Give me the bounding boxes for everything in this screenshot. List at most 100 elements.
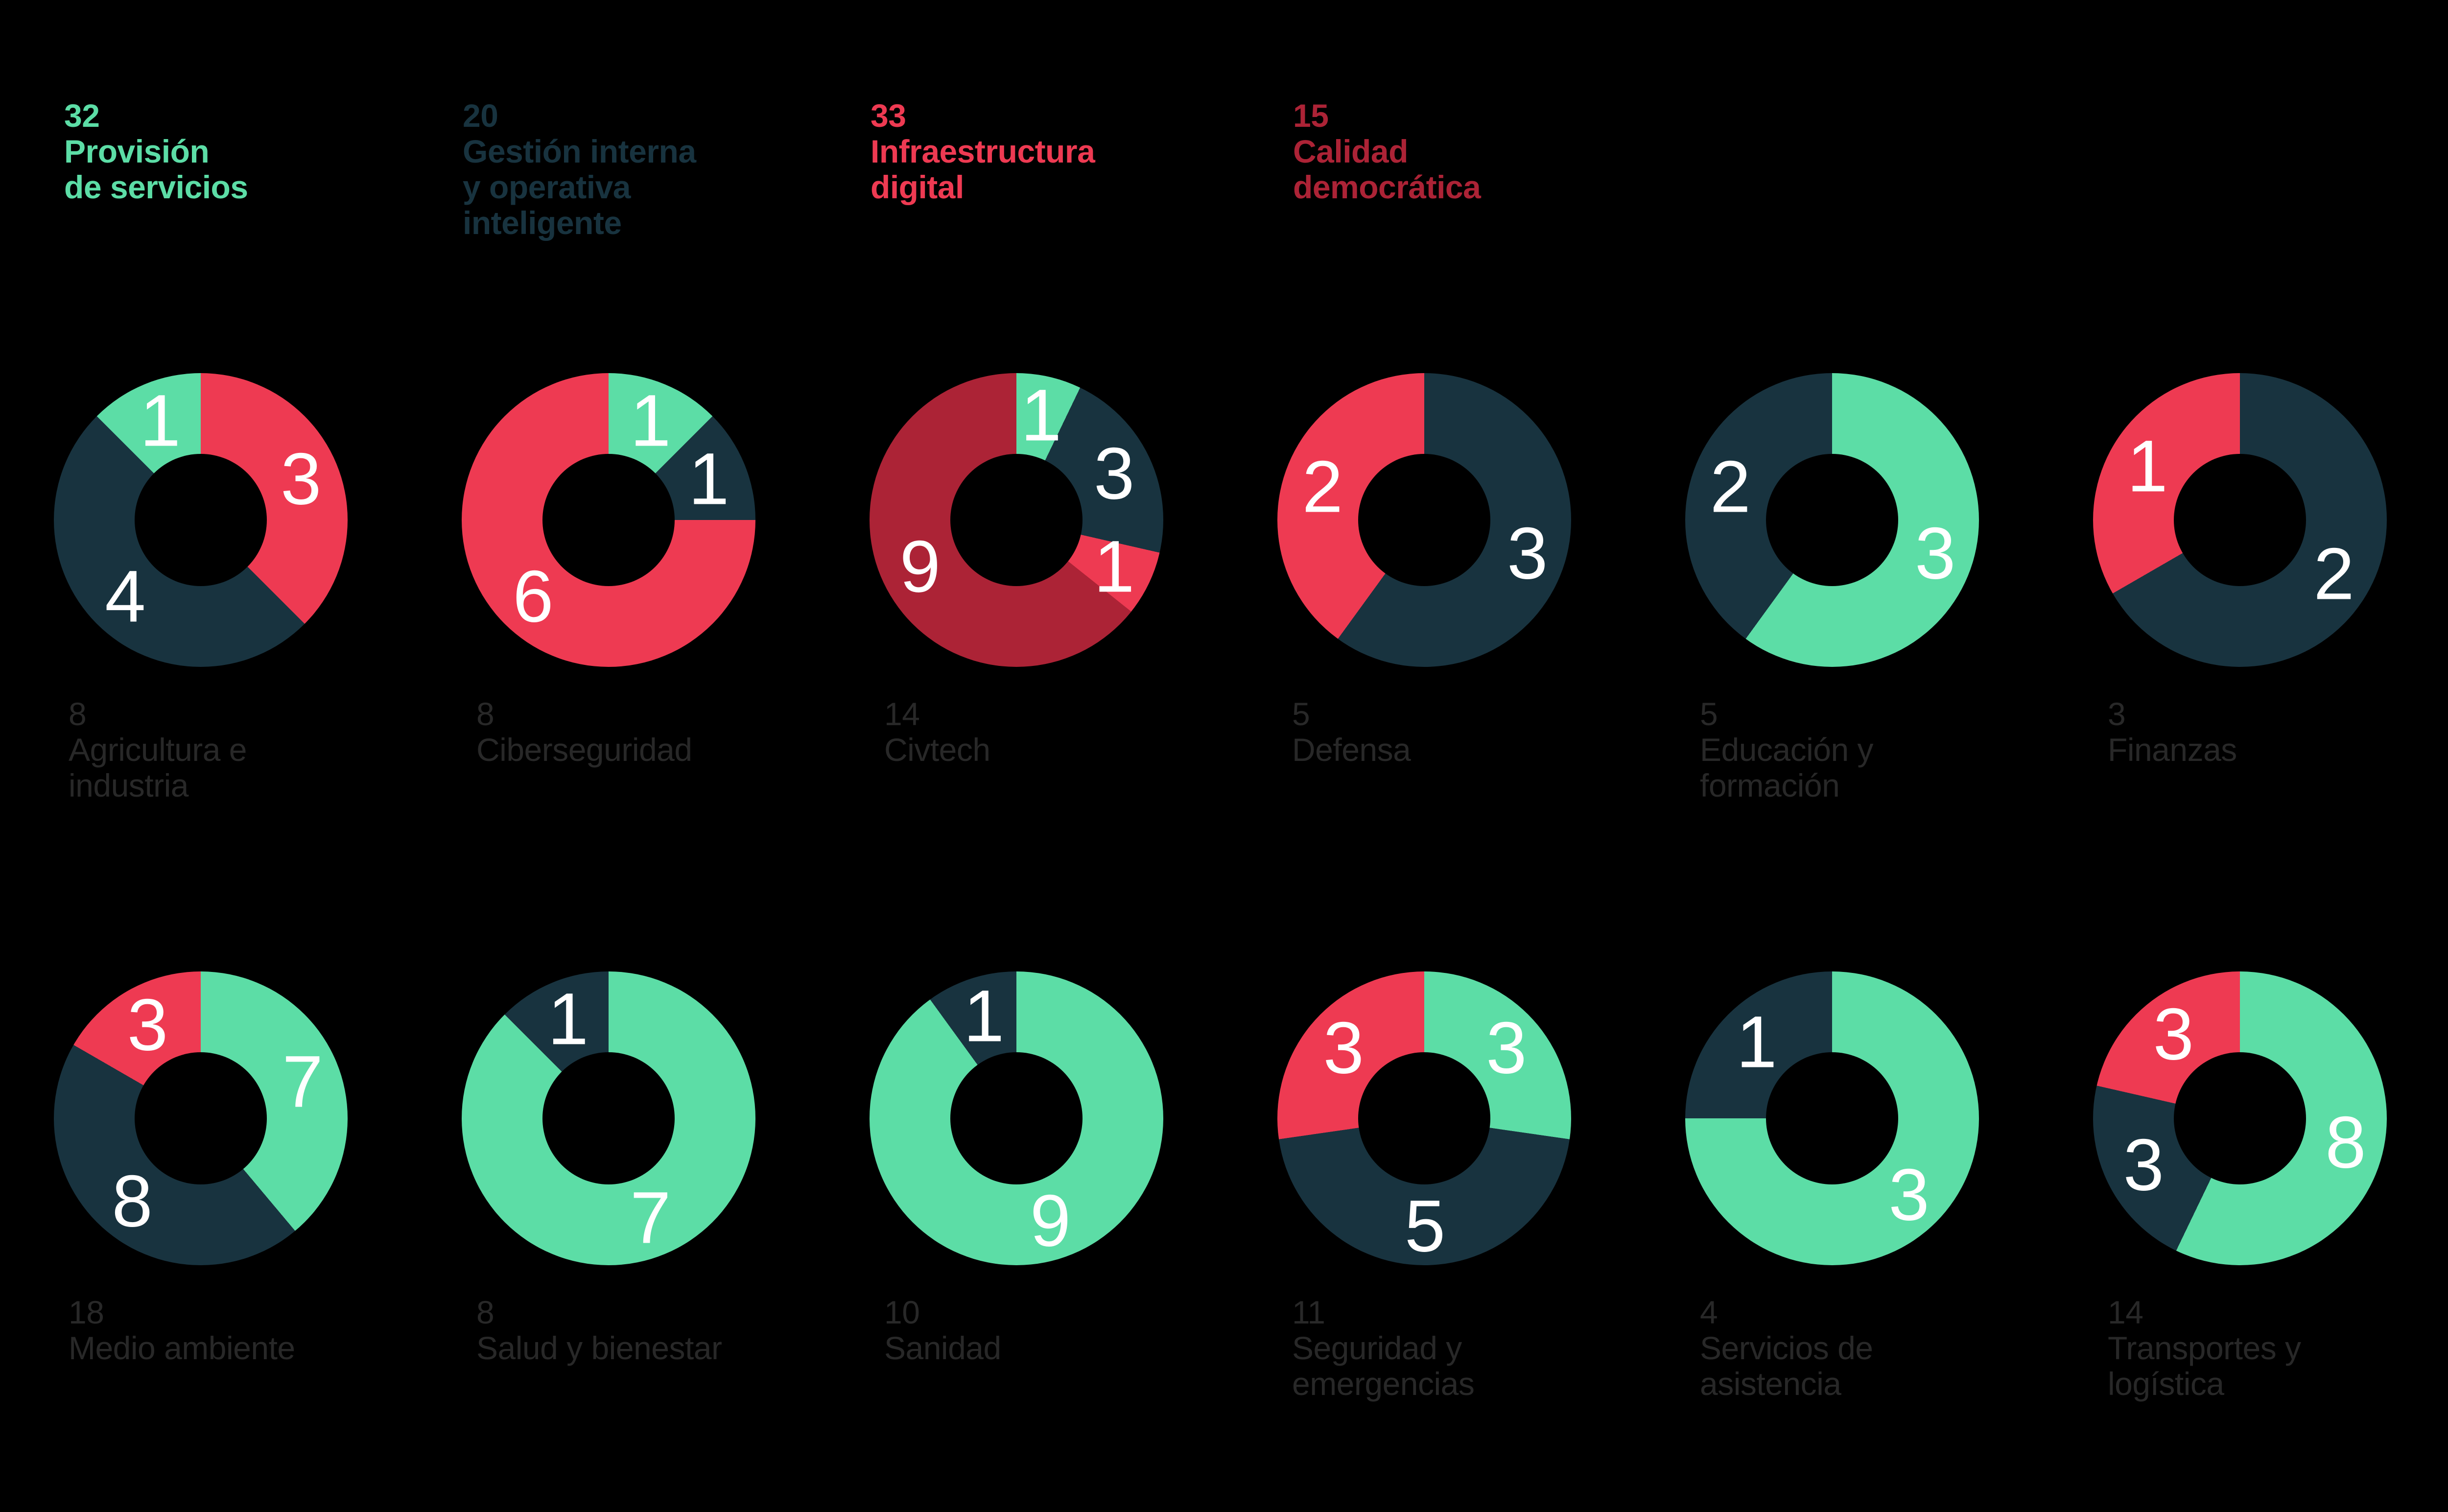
donut-hole — [1358, 454, 1490, 586]
segment-value-label: 3 — [1888, 1153, 1929, 1236]
sector-total: 18 — [69, 1294, 104, 1330]
sector-label: 5 Educación y formación — [1700, 696, 1874, 803]
sector-name-line: emergencias — [1292, 1366, 1475, 1402]
sector-name-line: industria — [69, 767, 188, 803]
legend-label-line: democrática — [1293, 169, 1481, 205]
sector-label: 11 Seguridad y emergencias — [1292, 1294, 1475, 1402]
segment-value-label: 3 — [1093, 432, 1134, 515]
donut-medio-ambiente: 7 8 3 18 Medio ambiente — [54, 971, 397, 1366]
sector-label: 10 Sanidad — [884, 1295, 1001, 1366]
segment-value-label: 3 — [281, 437, 321, 520]
sector-total: 14 — [2108, 1294, 2143, 1330]
sector-name-line: Sanidad — [884, 1330, 1001, 1366]
sector-name-line: asistencia — [1700, 1366, 1841, 1402]
legend-item-infraestructura: 33 Infraestructura digital — [871, 98, 1095, 205]
segment-value-label: 1 — [1736, 1000, 1777, 1083]
legend-value: 20 — [463, 97, 498, 134]
donut-hole — [542, 1052, 675, 1184]
donut-defensa: 3 2 5 Defensa — [1277, 373, 1620, 768]
sector-total: 8 — [476, 1294, 494, 1330]
donut-ring: 3 4 1 — [54, 373, 348, 667]
sector-total: 11 — [1292, 1294, 1325, 1330]
segment-value-label: 7 — [630, 1176, 671, 1259]
donut-educacion-y-formacion: 3 2 5 Educación y formación — [1685, 373, 2028, 803]
legend-item-provision: 32 Provisión de servicios — [64, 98, 248, 205]
segment-value-label: 3 — [2123, 1123, 2164, 1206]
segment-value-label: 1 — [547, 977, 588, 1060]
segment-value-label: 9 — [899, 525, 941, 608]
segment-value-label: 3 — [1323, 1006, 1364, 1089]
legend-label-line: Infraestructura — [871, 133, 1095, 169]
donut-finanzas: 2 1 3 Finanzas — [2093, 373, 2436, 768]
sector-name-line: formación — [1700, 767, 1840, 803]
donut-sanidad: 9 1 10 Sanidad — [870, 971, 1212, 1366]
segment-value-label: 5 — [1404, 1184, 1445, 1267]
sector-total: 4 — [1700, 1294, 1718, 1330]
sector-name-line: Transportes y — [2108, 1330, 2301, 1366]
donut-civtech: 1 3 1 9 14 Civtech — [870, 373, 1212, 768]
sector-label: 4 Servicios de asistencia — [1700, 1295, 1873, 1402]
sector-label: 14 Transportes y logística — [2108, 1295, 2301, 1402]
sector-label: 5 Defensa — [1292, 696, 1411, 768]
donut-transportes-y-logistica: 8 3 3 14 Transportes y logística — [2093, 971, 2436, 1402]
legend-value: 32 — [64, 97, 100, 134]
donut-agricultura-e-industria: 3 4 1 8 Agricultura e industria — [54, 373, 397, 803]
donut-servicios-de-asistencia: 3 1 4 Servicios de asistencia — [1685, 971, 2028, 1402]
segment-value-label: 7 — [282, 1040, 323, 1123]
legend-label-line: digital — [871, 169, 964, 205]
sector-total: 5 — [1292, 696, 1310, 732]
sector-total: 5 — [1700, 696, 1718, 732]
segment-value-label: 3 — [1486, 1006, 1527, 1089]
sector-label: 3 Finanzas — [2108, 696, 2237, 768]
sector-total: 14 — [884, 696, 920, 732]
sector-total: 8 — [69, 696, 87, 732]
donut-hole — [135, 1052, 267, 1184]
donut-ring: 7 8 3 — [54, 971, 348, 1265]
donut-hole — [950, 454, 1083, 586]
sector-label: 18 Medio ambiente — [69, 1295, 295, 1366]
sector-name-line: Servicios de — [1700, 1330, 1873, 1366]
segment-value-label: 8 — [2325, 1101, 2366, 1183]
segment-value-label: 3 — [127, 983, 168, 1066]
segment-value-label: 1 — [688, 437, 729, 520]
legend-label-line: y operativa — [463, 169, 631, 205]
donut-hole — [1358, 1052, 1490, 1184]
donut-ring: 3 5 3 — [1277, 971, 1571, 1267]
legend-value: 33 — [871, 97, 906, 134]
donut-hole — [135, 454, 267, 586]
legend-label-line: Calidad — [1293, 133, 1408, 169]
segment-value-label: 2 — [2313, 532, 2354, 615]
donut-hole — [1766, 454, 1898, 586]
sector-name-line: Seguridad y — [1292, 1330, 1462, 1366]
donut-ciberseguridad: 1 1 6 8 Ciberseguridad — [462, 373, 804, 768]
segment-value-label: 2 — [1302, 445, 1343, 528]
sector-name-line: Civtech — [884, 732, 990, 768]
sector-name-line: Salud y bienestar — [476, 1330, 722, 1366]
segment-value-label: 8 — [112, 1159, 152, 1242]
sector-label: 8 Salud y bienestar — [476, 1295, 722, 1366]
segment-value-label: 1 — [2127, 425, 2167, 507]
sector-label: 8 Ciberseguridad — [476, 696, 692, 768]
donut-salud-y-bienestar: 7 1 8 Salud y bienestar — [462, 971, 804, 1366]
sector-total: 8 — [476, 696, 494, 732]
sector-name-line: Medio ambiente — [69, 1330, 295, 1366]
donut-seguridad-y-emergencias: 3 5 3 11 Seguridad y emergencias — [1277, 971, 1620, 1402]
segment-value-label: 1 — [963, 974, 1004, 1057]
donut-hole — [2174, 1052, 2306, 1184]
segment-value-label: 1 — [1020, 374, 1061, 456]
sector-name-line: Educación y — [1700, 732, 1874, 768]
donut-hole — [950, 1052, 1083, 1184]
legend-label-line: de servicios — [64, 169, 248, 205]
segment-value-label: 1 — [630, 379, 671, 462]
donut-ring: 8 3 3 — [2093, 971, 2387, 1265]
legend-label-line: Gestión interna — [463, 133, 696, 169]
sector-total: 3 — [2108, 696, 2126, 732]
segment-value-label: 2 — [1710, 445, 1751, 528]
sector-name-line: Finanzas — [2108, 732, 2237, 768]
